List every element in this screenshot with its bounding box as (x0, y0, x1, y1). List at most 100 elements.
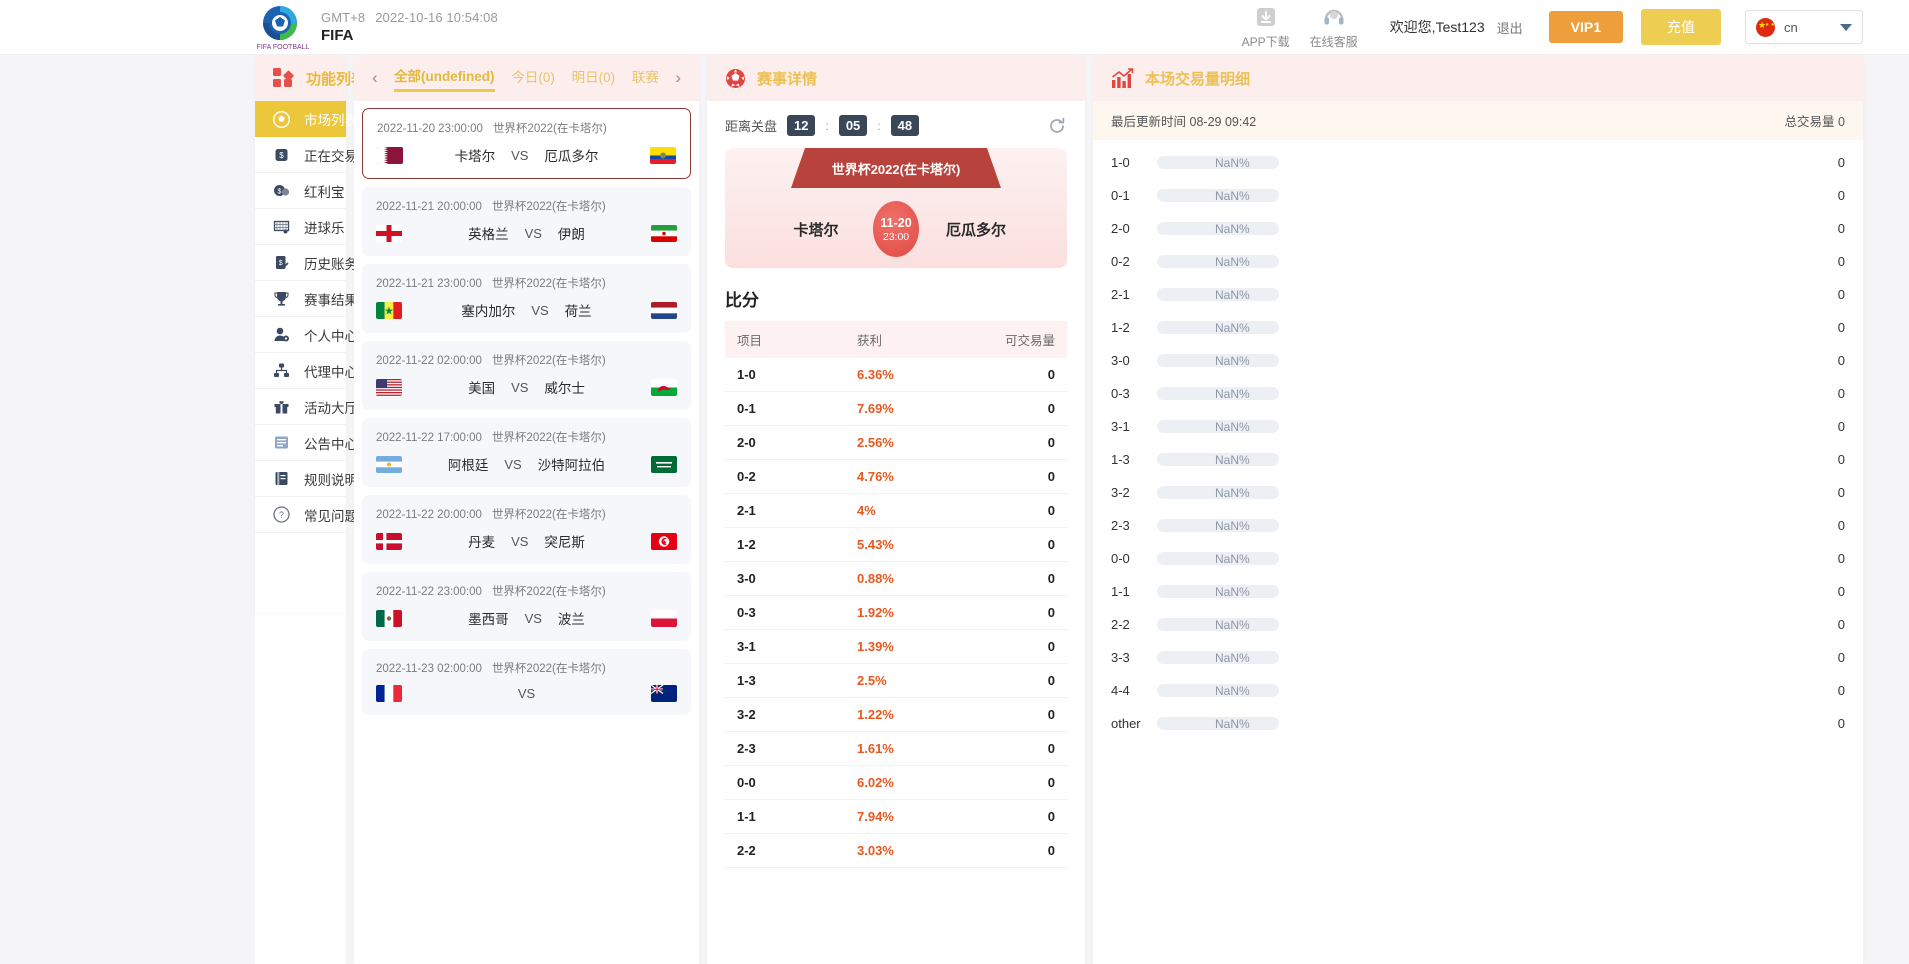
score-table-row[interactable]: 0-3 1.92% 0 (725, 596, 1067, 630)
match-card[interactable]: 2022-11-22 02:00:00 世界杯2022(在卡塔尔) 美国 VS 威尔士 (362, 341, 691, 410)
match-date: 2022-11-23 02:00:00 (376, 663, 482, 675)
score-table-row[interactable]: 0-2 4.76% 0 (725, 460, 1067, 494)
england-flag (376, 224, 402, 242)
main-layout: 功能列表 市场列表 $ 正在交易 $ 红利宝 进球乐 $ 历史账务 赛事结果 个人中心 代理中心 活动… (0, 55, 1909, 964)
volume-bar: NaN% (1157, 651, 1805, 665)
refresh-icon[interactable] (1047, 116, 1067, 136)
score-table-row[interactable]: 3-0 0.88% 0 (725, 562, 1067, 596)
match-teams-row: 英格兰 VS 伊朗 (376, 223, 677, 243)
sidebar-item-6[interactable]: 个人中心 (255, 317, 358, 353)
match-card[interactable]: 2022-11-23 02:00:00 世界杯2022(在卡塔尔) VS (362, 649, 691, 715)
score-table-row[interactable]: 0-0 6.02% 0 (725, 766, 1067, 800)
volume-row: 1-1 NaN% 0 (1111, 575, 1845, 608)
sidebar-item-7[interactable]: 代理中心 (255, 353, 358, 389)
volume-percent: NaN% (1215, 584, 1250, 599)
score-table-row[interactable]: 2-0 2.56% 0 (725, 426, 1067, 460)
sidebar-item-0[interactable]: 市场列表 (255, 101, 358, 137)
volume-item: 2-1 (1111, 287, 1130, 302)
sidebar-item-5[interactable]: 赛事结果 (255, 281, 358, 317)
volume-bar-track (1157, 222, 1279, 235)
sidebar-item-8[interactable]: 活动大厅 (255, 389, 358, 425)
volume-row-list: 1-0 NaN% 0 0-1 NaN% 0 2-0 NaN% 0 0-2 NaN% 0 2-1 NaN% 0… (1093, 140, 1863, 740)
volume-bar-track (1157, 321, 1279, 334)
sidebar-item-1[interactable]: $ 正在交易 (255, 137, 358, 173)
score-item: 1-3 (737, 673, 756, 688)
match-home-team: 墨西哥 (468, 612, 509, 627)
countdown-hours: 12 (787, 115, 816, 136)
online-service-button[interactable]: 在线客服 (1300, 4, 1368, 50)
australia-flag (651, 685, 677, 702)
tab-3[interactable]: 联赛 (631, 70, 659, 85)
header-gmt: GMT+8 (321, 10, 366, 25)
countdown-label: 距离关盘 (725, 119, 778, 134)
sidebar-item-10[interactable]: 规则说明 (255, 461, 358, 497)
score-table-row[interactable]: 2-2 3.03% 0 (725, 834, 1067, 868)
score-table-row[interactable]: 1-1 7.94% 0 (725, 800, 1067, 834)
score-table-row[interactable]: 1-3 2.5% 0 (725, 664, 1067, 698)
volume-value: 0 (1837, 254, 1845, 269)
score-table-row[interactable]: 3-2 1.22% 0 (725, 698, 1067, 732)
sidebar-item-9[interactable]: 公告中心 (255, 425, 358, 461)
volume-value: 0 (1837, 617, 1845, 632)
volume-item: other (1111, 716, 1141, 731)
match-detail-panel: 赛事详情 距离关盘 12 : 05 : 48 世界杯2022(在卡塔尔) 卡塔尔… (707, 55, 1085, 964)
score-profit: 4.76% (857, 469, 894, 484)
match-card[interactable]: 2022-11-22 23:00:00 世界杯2022(在卡塔尔) 墨西哥 VS 波兰 (362, 572, 691, 641)
tab-2[interactable]: 明日(0) (571, 70, 616, 85)
volume-bar-track (1157, 156, 1279, 169)
welcome-text: 欢迎您,Test123 (1389, 19, 1485, 35)
sidebar-item-2[interactable]: $ 红利宝 (255, 173, 346, 209)
tabs-prev-arrow[interactable]: ‹ (372, 68, 378, 87)
tabs-next-arrow[interactable]: › (675, 68, 681, 87)
language-selector[interactable]: cn (1745, 10, 1863, 44)
score-profit: 0.88% (857, 571, 894, 586)
recharge-button[interactable]: 充值 (1641, 9, 1721, 45)
score-item: 1-0 (737, 367, 756, 382)
tab-0[interactable]: 全部(undefined) (394, 65, 495, 92)
sidebar-item-4[interactable]: $ 历史账务 (255, 245, 358, 281)
tab-1[interactable]: 今日(0) (511, 70, 555, 85)
match-list-scroll[interactable]: 2022-11-20 23:00:00 世界杯2022(在卡塔尔) 卡塔尔 VS 厄瓜多… (354, 101, 699, 964)
volume-value: 0 (1837, 287, 1845, 302)
match-date: 2022-11-22 23:00:00 (376, 586, 482, 598)
vip-badge-button[interactable]: VIP1 (1548, 11, 1623, 43)
logout-link[interactable]: 退出 (1496, 20, 1523, 36)
match-vs-label: VS (504, 456, 522, 472)
score-table-row[interactable]: 2-1 4% 0 (725, 494, 1067, 528)
score-volume: 0 (1047, 639, 1055, 654)
match-away-team: 沙特阿拉伯 (537, 458, 606, 473)
score-table-row[interactable]: 1-0 6.36% 0 (725, 358, 1067, 392)
app-download-button[interactable]: APP下载 (1232, 4, 1300, 50)
svg-text:★: ★ (384, 306, 393, 316)
volume-value: 0 (1837, 353, 1845, 368)
volume-value: 0 (1837, 221, 1845, 236)
volume-value: 0 (1837, 419, 1845, 434)
match-away-team: 荷兰 (564, 304, 592, 319)
score-table-row[interactable]: 2-3 1.61% 0 (725, 732, 1067, 766)
score-table-row[interactable]: 1-2 5.43% 0 (725, 528, 1067, 562)
match-date: 2022-11-22 02:00:00 (376, 355, 482, 367)
volume-value: 0 (1837, 386, 1845, 401)
svg-text:★: ★ (662, 540, 667, 546)
match-list-panel: ‹ 全部(undefined) 今日(0) 明日(0) 联赛 › 2022-11-20… (354, 55, 699, 964)
match-home-team: 英格兰 (468, 227, 509, 242)
score-table-row[interactable]: 0-1 7.69% 0 (725, 392, 1067, 426)
score-profit: 1.22% (857, 707, 894, 722)
sidebar-item-3[interactable]: 进球乐 (255, 209, 346, 245)
score-item: 2-3 (737, 741, 756, 756)
detail-title: 赛事详情 (757, 70, 818, 88)
countdown-row: 距离关盘 12 : 05 : 48 (707, 101, 1085, 144)
detail-header: 赛事详情 (707, 55, 1085, 101)
match-card[interactable]: 2022-11-21 20:00:00 世界杯2022(在卡塔尔) 英格兰 VS 伊朗 (362, 187, 691, 256)
match-card[interactable]: 2022-11-22 17:00:00 世界杯2022(在卡塔尔) 阿根廷 VS 沙特阿… (362, 418, 691, 487)
match-card[interactable]: 2022-11-21 23:00:00 世界杯2022(在卡塔尔) ★ 塞内加尔 VS 荷… (362, 264, 691, 333)
match-card[interactable]: 2022-11-22 20:00:00 世界杯2022(在卡塔尔) 丹麦 VS 突尼斯 ★ (362, 495, 691, 564)
sidebar-item-11[interactable]: ? 常见问题 (255, 497, 358, 533)
score-table-row[interactable]: 3-1 1.39% 0 (725, 630, 1067, 664)
score-table-scroll[interactable]: 项目 获利 可交易量 1-0 6.36% 0 0-1 7.69% 0 2-0 2.56% 0 0-… (707, 321, 1085, 964)
netherlands-flag (651, 301, 677, 319)
match-meta: 2022-11-22 23:00:00 世界杯2022(在卡塔尔) (376, 583, 677, 599)
match-away-team: 伊朗 (557, 227, 585, 242)
volume-bar: NaN% (1157, 222, 1805, 236)
match-card[interactable]: 2022-11-20 23:00:00 世界杯2022(在卡塔尔) 卡塔尔 VS 厄瓜多… (362, 108, 691, 179)
